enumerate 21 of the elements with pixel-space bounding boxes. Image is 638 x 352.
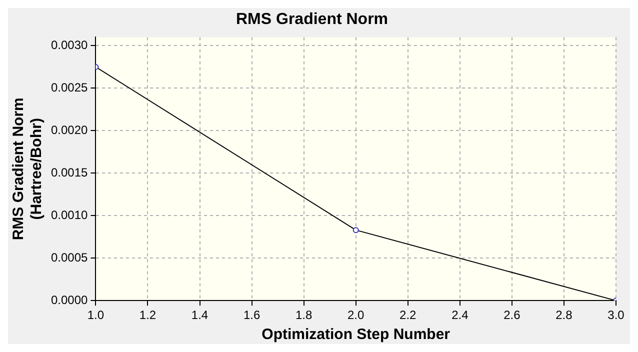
x-axis-title: Optimization Step Number: [262, 326, 450, 344]
y-axis-title: RMS Gradient Norm (Hartree/Bohr): [10, 98, 46, 240]
y-tick-label: 0.0000: [51, 292, 88, 307]
x-tick-label: 1.8: [295, 308, 312, 322]
x-tick-label: 2.2: [400, 308, 417, 322]
y-tick-label: 0.0015: [51, 165, 88, 180]
x-tick-label: 1.4: [191, 308, 208, 322]
x-tick-label: 1.0: [87, 308, 104, 322]
x-tick-label: 2.6: [504, 308, 521, 322]
y-tick-label: 0.0025: [51, 80, 88, 94]
y-tick-label: 0.0030: [51, 38, 88, 52]
y-tick-label: 0.0020: [51, 122, 88, 137]
x-tick-label: 2.8: [556, 308, 573, 322]
chart-title: RMS Gradient Norm: [236, 11, 388, 28]
y-tick-label: 0.0005: [51, 250, 88, 264]
y-tick-label: 0.0010: [51, 208, 88, 222]
x-tick-label: 3.0: [608, 308, 625, 322]
x-tick-label: 1.2: [139, 308, 156, 322]
x-tick-label: 2.0: [348, 308, 365, 322]
x-tick-label: 2.4: [452, 308, 469, 322]
x-tick-label: 1.6: [243, 308, 260, 322]
